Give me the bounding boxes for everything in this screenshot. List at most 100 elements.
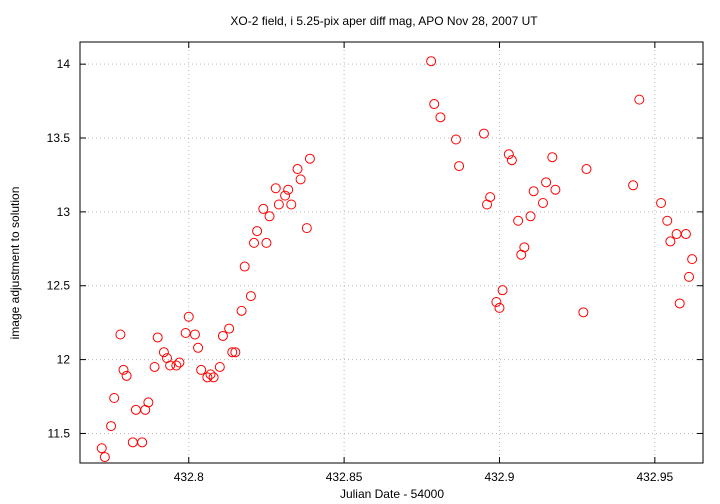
data-point xyxy=(224,323,235,334)
data-point xyxy=(628,180,639,191)
data-point xyxy=(264,211,275,222)
data-point xyxy=(245,291,256,302)
data-point xyxy=(662,215,673,226)
data-point xyxy=(261,237,272,248)
data-point xyxy=(202,372,213,383)
data-point xyxy=(426,56,437,67)
data-point xyxy=(205,369,216,380)
axis-ticks: 432.8 432.85 432.9 432.95 11.5 12 12.5 13 13.5 14 xyxy=(47,42,703,484)
data-point xyxy=(118,364,129,375)
data-point xyxy=(152,332,163,343)
data-point xyxy=(183,311,194,322)
data-point xyxy=(665,236,676,247)
x-tick-label: 432.8 xyxy=(174,470,204,484)
data-point xyxy=(258,203,269,214)
data-point xyxy=(506,155,517,166)
data-point xyxy=(497,285,508,296)
data-point xyxy=(286,199,297,210)
data-point xyxy=(140,404,151,415)
data-point xyxy=(680,229,691,240)
data-point xyxy=(482,199,493,210)
data-point xyxy=(528,186,539,197)
data-point xyxy=(519,242,530,253)
data-point xyxy=(283,184,294,195)
data-point xyxy=(304,153,315,164)
data-point xyxy=(656,198,667,209)
data-point xyxy=(99,452,110,463)
data-point xyxy=(214,361,225,372)
data-point xyxy=(249,237,260,248)
data-point xyxy=(454,161,465,172)
data-point xyxy=(193,342,204,353)
data-point xyxy=(494,302,505,313)
data-point xyxy=(634,94,645,105)
data-point xyxy=(121,370,132,381)
grid-lines xyxy=(80,42,703,463)
y-tick-label: 12.5 xyxy=(47,279,71,293)
data-point xyxy=(106,421,117,432)
x-tick-label: 432.9 xyxy=(484,470,514,484)
data-point xyxy=(578,307,589,318)
data-point xyxy=(162,353,173,364)
data-point xyxy=(687,254,698,265)
data-point xyxy=(143,397,154,408)
data-point xyxy=(115,329,126,340)
data-point xyxy=(537,198,548,209)
data-point xyxy=(165,360,176,371)
data-point xyxy=(236,305,247,316)
data-point xyxy=(516,249,527,260)
data-point xyxy=(547,152,558,163)
data-point xyxy=(513,215,524,226)
data-point xyxy=(292,164,303,175)
y-tick-label: 11.5 xyxy=(48,426,71,440)
data-point xyxy=(674,298,685,309)
x-tick-label: 432.95 xyxy=(636,470,673,484)
data-point xyxy=(130,404,141,415)
chart-title: XO-2 field, i 5.25-pix aper diff mag, AP… xyxy=(230,14,538,28)
data-point xyxy=(239,261,250,272)
data-point xyxy=(491,296,502,307)
data-point xyxy=(435,112,446,123)
data-point xyxy=(429,99,440,110)
data-point xyxy=(503,149,514,160)
plot-frame xyxy=(79,41,704,464)
data-point xyxy=(174,357,185,368)
data-point xyxy=(541,177,552,188)
data-point xyxy=(684,271,695,282)
data-point xyxy=(295,174,306,185)
data-point xyxy=(96,443,107,454)
data-point xyxy=(450,134,461,145)
data-point xyxy=(217,330,228,341)
data-point xyxy=(525,211,536,222)
y-tick-label: 12 xyxy=(57,353,71,367)
x-axis-label: Julian Date - 54000 xyxy=(340,487,444,501)
y-tick-label: 13 xyxy=(57,205,71,219)
data-point xyxy=(180,328,191,339)
data-point xyxy=(208,372,219,383)
data-point xyxy=(109,393,120,404)
y-tick-label: 14 xyxy=(57,57,71,71)
data-point xyxy=(171,360,182,371)
data-point xyxy=(280,190,291,201)
data-point xyxy=(149,361,160,372)
data-point xyxy=(301,223,312,234)
data-point xyxy=(550,184,561,195)
data-point xyxy=(189,329,200,340)
data-point xyxy=(485,192,496,203)
data-point xyxy=(230,347,241,358)
data-point xyxy=(252,226,263,237)
x-tick-label: 432.85 xyxy=(326,470,363,484)
data-point xyxy=(196,364,207,375)
data-point xyxy=(478,128,489,139)
data-point xyxy=(270,183,281,194)
data-point xyxy=(671,229,682,240)
y-axis-label: image adjustment to solution xyxy=(8,187,22,340)
y-tick-label: 13.5 xyxy=(47,131,71,145)
data-point xyxy=(137,437,148,448)
data-point xyxy=(227,347,238,358)
data-points xyxy=(96,56,698,463)
data-point xyxy=(581,164,592,175)
data-point xyxy=(273,199,284,210)
data-point xyxy=(127,437,138,448)
